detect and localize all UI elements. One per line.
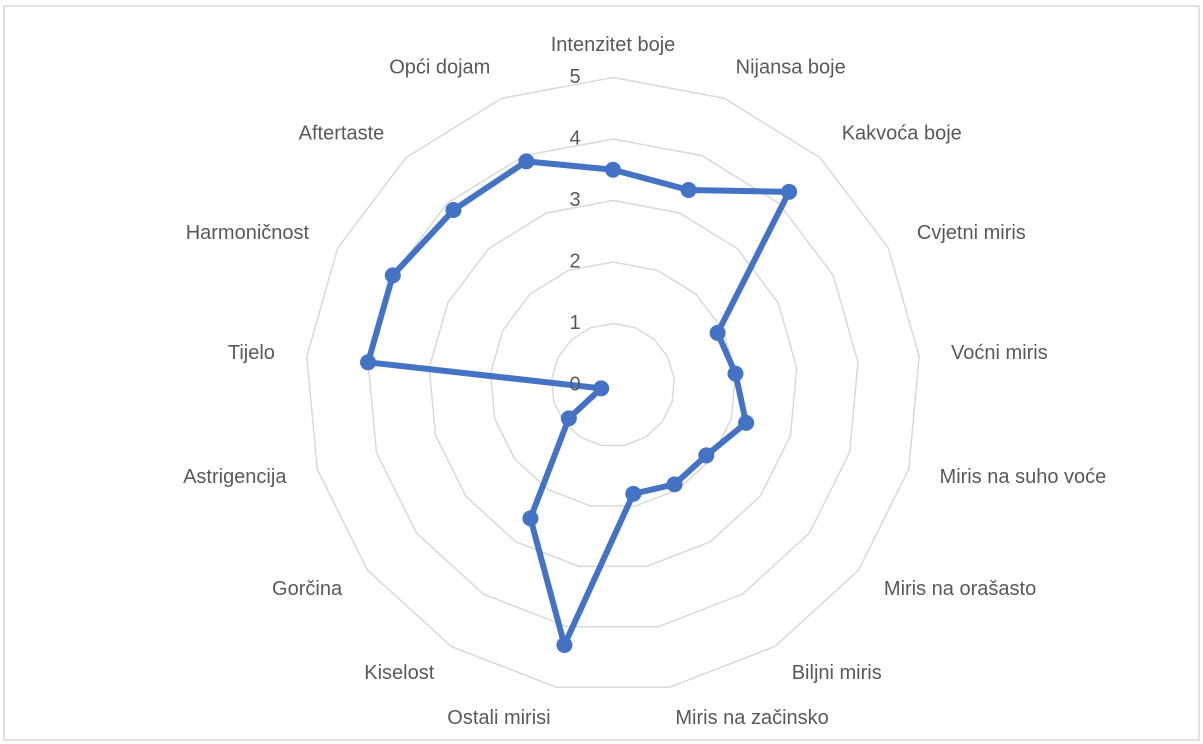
y-tick-label: 0 bbox=[569, 373, 580, 395]
data-point bbox=[522, 510, 539, 527]
data-point bbox=[556, 636, 573, 653]
category-label: Kakvoća boje bbox=[842, 122, 962, 144]
category-label: Nijansa boje bbox=[736, 57, 846, 79]
data-point bbox=[738, 414, 755, 431]
data-point bbox=[445, 202, 462, 219]
data-point bbox=[593, 380, 610, 397]
category-label: Voćni miris bbox=[951, 342, 1048, 364]
grid-ring bbox=[428, 199, 798, 568]
category-label: Opći dojam bbox=[389, 57, 490, 79]
data-point bbox=[605, 161, 621, 178]
grid-ring bbox=[306, 76, 920, 689]
data-point bbox=[625, 485, 642, 502]
y-tick-label: 1 bbox=[569, 312, 580, 334]
data-point bbox=[727, 365, 744, 382]
data-point bbox=[709, 324, 726, 341]
series-line bbox=[365, 158, 793, 648]
data-point bbox=[518, 153, 535, 170]
y-tick-label: 2 bbox=[569, 250, 580, 272]
grid-ring bbox=[551, 322, 675, 447]
data-point bbox=[560, 410, 577, 427]
data-point bbox=[666, 476, 683, 493]
category-label: Aftertaste bbox=[299, 122, 385, 144]
category-label: Cvjetni miris bbox=[917, 222, 1026, 244]
category-label: Intenzitet boje bbox=[551, 34, 676, 56]
data-point bbox=[384, 267, 401, 284]
category-label: Miris na začinsko bbox=[675, 707, 828, 729]
y-tick-label: 5 bbox=[569, 66, 580, 88]
data-point bbox=[360, 354, 377, 371]
data-point bbox=[698, 447, 715, 464]
category-label: Ostali mirisi bbox=[447, 707, 550, 729]
category-label: Gorčina bbox=[272, 578, 343, 600]
category-label: Biljni miris bbox=[792, 662, 882, 684]
category-label: Kiselost bbox=[364, 662, 434, 684]
y-tick-label: 3 bbox=[569, 189, 580, 211]
category-label: Astrigencija bbox=[183, 466, 287, 488]
y-tick-label: 4 bbox=[569, 127, 580, 149]
data-point bbox=[781, 183, 798, 200]
chart-frame bbox=[3, 5, 1200, 741]
category-label: Harmoničnost bbox=[186, 222, 310, 244]
category-label: Miris na suho voće bbox=[940, 466, 1107, 488]
category-label: Tijelo bbox=[228, 342, 275, 364]
data-point bbox=[680, 182, 697, 199]
category-label: Miris na orašasto bbox=[884, 578, 1036, 600]
grid-ring bbox=[489, 261, 737, 507]
